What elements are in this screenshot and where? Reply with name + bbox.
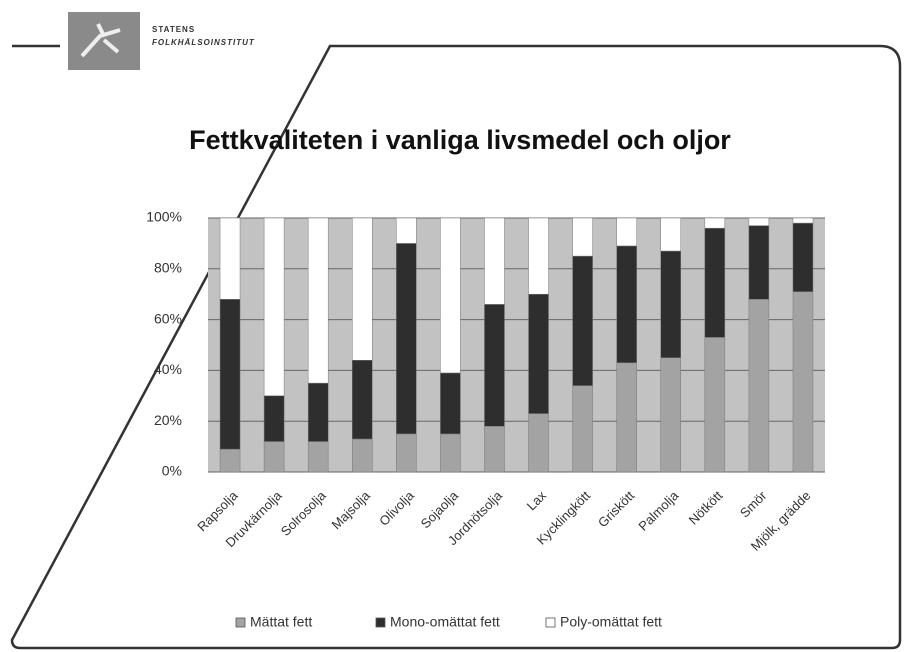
chart-title: Fettkvaliteten i vanliga livsmedel och o… [189, 125, 731, 155]
bar-segment [572, 217, 593, 257]
legend-swatch [545, 617, 556, 628]
header-line: STATENS [152, 25, 195, 34]
bar-segment [219, 448, 241, 473]
bar-segment [660, 217, 681, 252]
bar-segment [572, 255, 593, 386]
legend-label: Mättat fett [250, 614, 312, 630]
bar-segment [484, 217, 505, 305]
bar-segment [528, 293, 549, 414]
bar-segment [352, 217, 373, 361]
bar-segment [484, 304, 505, 427]
y-tick-label: 80% [154, 260, 182, 276]
bar-segment [396, 217, 417, 244]
bar-segment [792, 217, 814, 224]
x-tick-label: Palmolja [635, 487, 681, 533]
legend-label: Poly-omättat fett [560, 614, 662, 630]
bar-segment [748, 299, 770, 473]
bar-segment [748, 217, 770, 226]
bar-segment [352, 359, 373, 440]
bar-segment [307, 382, 329, 442]
bar-segment [307, 217, 329, 384]
bar-segment [396, 433, 417, 473]
bar-segment [792, 222, 814, 292]
bar-segment [704, 227, 726, 338]
y-tick-label: 60% [154, 310, 182, 326]
header-line: FOLKHÄLSOINSTITUT [152, 38, 255, 47]
x-tick-label: Nötkött [686, 488, 726, 528]
slide-frame [10, 44, 902, 650]
bar-segment [352, 438, 373, 473]
legend-swatch [235, 617, 246, 628]
bar-segment [660, 250, 681, 358]
bar-segment [263, 217, 285, 397]
y-tick-label: 0% [162, 463, 182, 479]
bar-segment [528, 413, 549, 473]
bar-segment [440, 372, 461, 435]
bar-segment [396, 243, 417, 435]
x-tick-label: Griskött [595, 488, 638, 531]
x-tick-label: Smör [737, 487, 770, 520]
legend-swatch [375, 617, 386, 628]
bar-segment [572, 385, 593, 473]
bar-segment [219, 299, 241, 450]
bar-segment [792, 291, 814, 473]
bar-segment [263, 441, 285, 473]
bar-segment [660, 357, 681, 473]
x-tick-label: Majsolja [328, 487, 373, 532]
x-tick-label: Sojaolja [418, 487, 462, 531]
legend-label: Mono-omättat fett [390, 614, 500, 630]
x-tick-label: Lax [524, 488, 550, 514]
x-tick-label: Solrosolja [278, 487, 330, 539]
bar-segment [307, 441, 329, 473]
bar-segment [704, 217, 726, 229]
bar-segment [616, 362, 637, 473]
bar-segment [440, 433, 461, 473]
logo-figure [80, 23, 121, 58]
y-tick-label: 40% [154, 361, 182, 377]
y-tick-label: 100% [146, 209, 182, 225]
bar-segment [616, 217, 637, 247]
bar-segment [528, 217, 549, 295]
x-tick-label: Olivolja [376, 487, 417, 528]
bar-segment [704, 337, 726, 473]
bar-segment [440, 217, 461, 374]
bar-segment [616, 245, 637, 364]
plot-area [208, 218, 825, 472]
bar-segment [219, 217, 241, 300]
bar-segment [263, 395, 285, 442]
bar-segment [484, 426, 505, 473]
y-tick-label: 20% [154, 412, 182, 428]
bar-segment [748, 225, 770, 300]
